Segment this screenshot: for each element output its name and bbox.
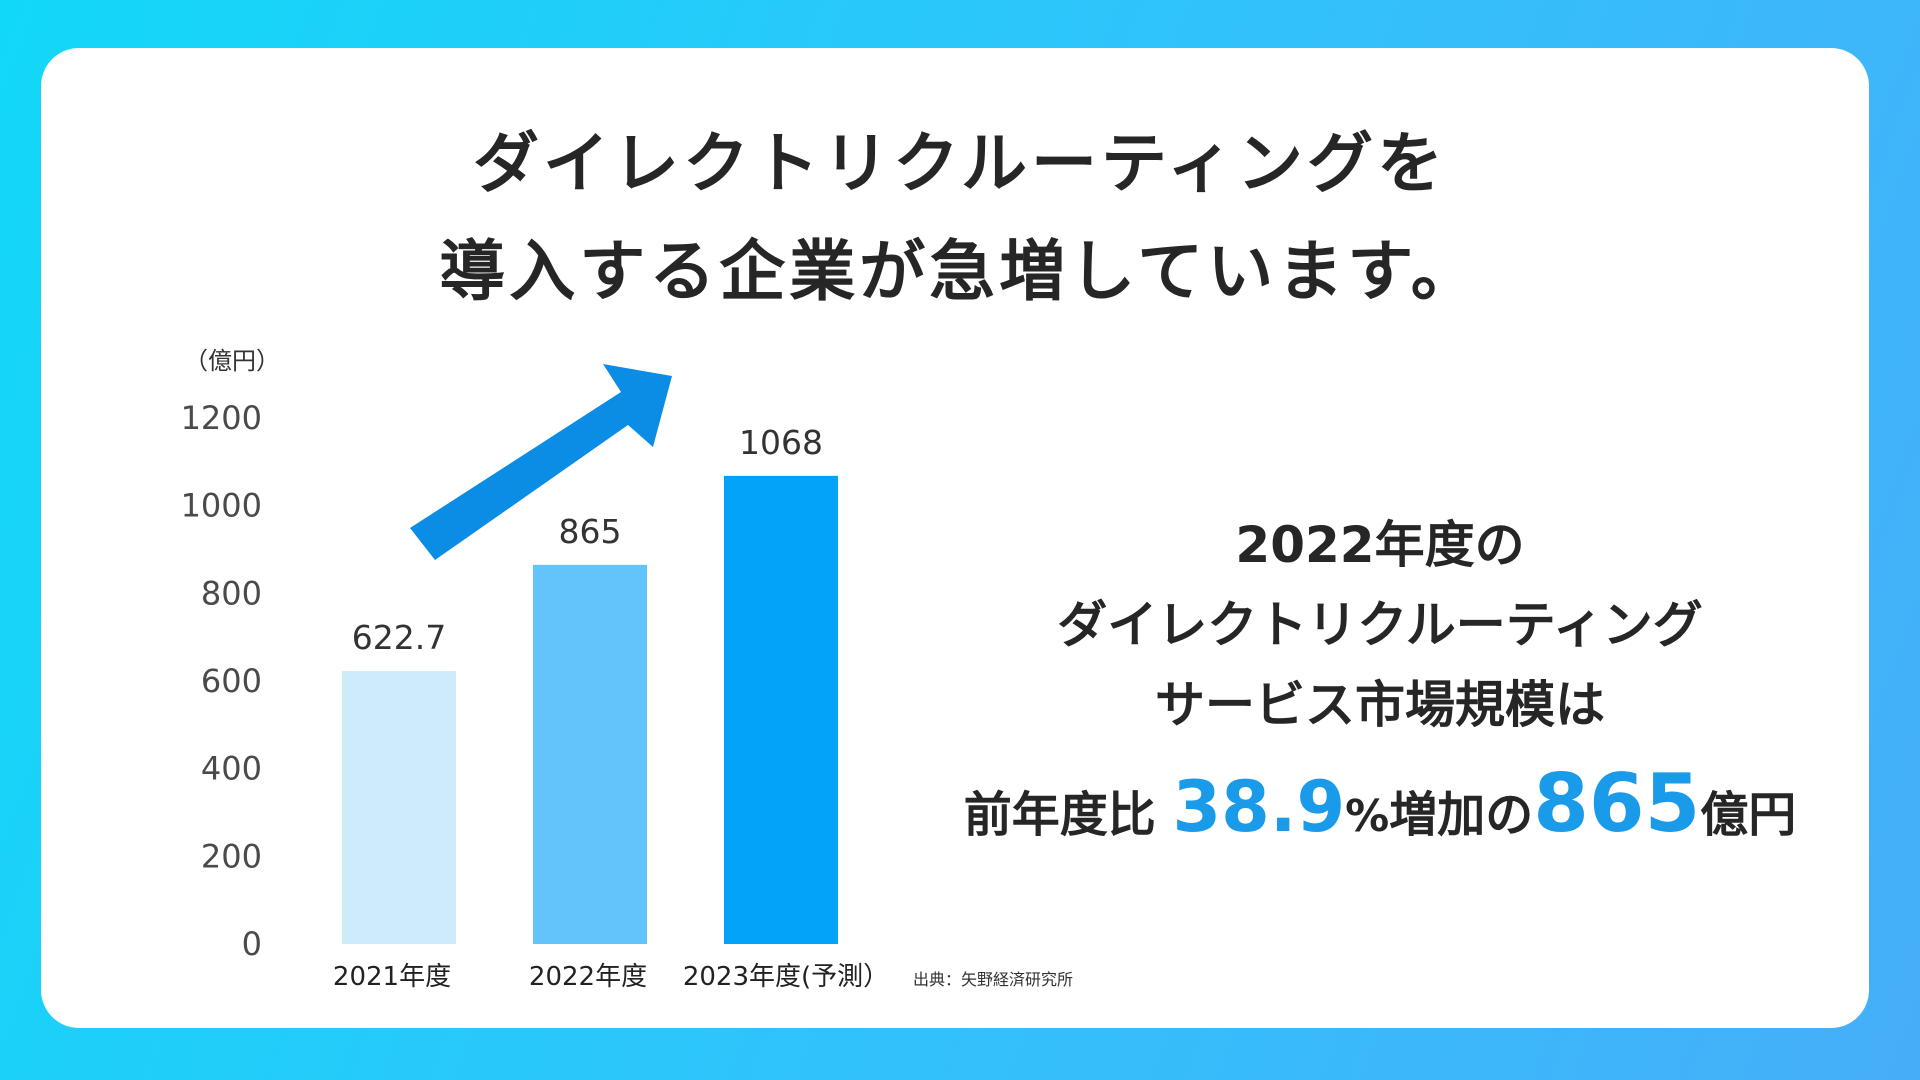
category-label: 2023年度(予測）	[683, 962, 889, 992]
y-tick-label: 400	[201, 750, 262, 788]
category-label: 2022年度	[529, 962, 647, 992]
y-axis-unit-label: （億円）	[184, 347, 280, 375]
y-tick-label: 800	[201, 574, 262, 612]
summary-middle: 増加の	[1389, 787, 1534, 843]
summary-highlight: 前年度比 38.9%増加の865億円	[930, 759, 1830, 862]
y-tick-label: 1000	[181, 487, 262, 525]
growth-rate-value: 38.9	[1172, 766, 1346, 848]
y-axis-ticks: 0 200 400 600 800 1000 1200	[181, 399, 262, 963]
bar-value-label: 865	[559, 512, 622, 551]
percent-sign: %	[1345, 791, 1390, 842]
category-label: 2021年度	[333, 962, 451, 992]
y-tick-label: 0	[242, 925, 262, 963]
summary-line-3: サービス市場規模は	[1155, 676, 1605, 734]
summary-line-1: 2022年度の	[1235, 516, 1525, 574]
headline: ダイレクトリクルーティングを 導入する企業が急増しています。	[0, 110, 1920, 326]
summary-suffix: 億円	[1700, 787, 1797, 843]
bar-value-label: 622.7	[352, 618, 446, 657]
bar	[724, 475, 838, 944]
bar-value-label: 1068	[739, 423, 823, 462]
bar	[342, 671, 456, 944]
source-note: 出典：矢野経済研究所	[913, 970, 1073, 989]
y-tick-label: 600	[201, 662, 262, 700]
y-tick-label: 200	[201, 837, 262, 875]
bar	[533, 564, 647, 944]
summary-prefix: 前年度比	[963, 787, 1156, 843]
growth-arrow-icon	[410, 364, 672, 560]
headline-line-2: 導入する企業が急増しています。	[439, 233, 1481, 310]
summary-text: 2022年度の ダイレクトリクルーティング サービス市場規模は 前年度比 38.…	[930, 505, 1830, 862]
market-size-value: 865	[1533, 757, 1701, 850]
headline-line-1: ダイレクトリクルーティングを	[472, 125, 1448, 202]
bars: 622.7 2021年度 865 2022年度 1068 2023年度(予測）	[333, 423, 889, 992]
summary-line-2: ダイレクトリクルーティング	[1057, 596, 1703, 654]
y-tick-label: 1200	[181, 399, 262, 437]
